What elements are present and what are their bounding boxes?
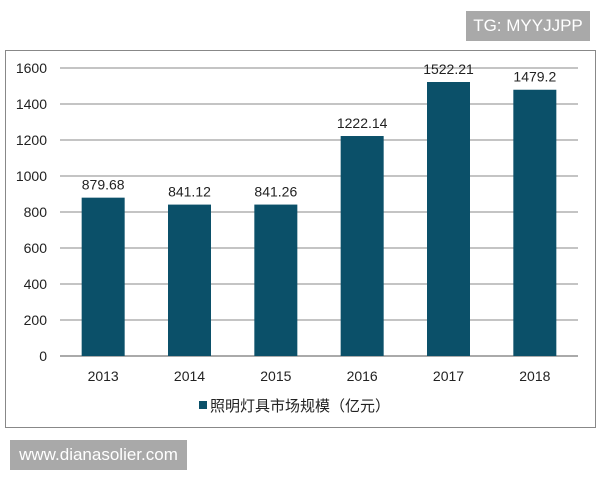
y-tick-label: 600 xyxy=(24,240,48,256)
legend-swatch xyxy=(199,401,207,409)
y-tick-label: 1600 xyxy=(16,60,47,76)
watermark-bottom: www.dianasolier.com xyxy=(10,440,187,470)
x-tick-label: 2017 xyxy=(433,368,464,384)
y-tick-label: 800 xyxy=(24,204,48,220)
bar xyxy=(168,204,211,356)
x-tick-label: 2013 xyxy=(88,368,119,384)
data-label: 841.12 xyxy=(168,184,211,200)
bar xyxy=(81,197,125,356)
x-tick-label: 2016 xyxy=(347,368,378,384)
bar xyxy=(513,89,557,356)
y-tick-label: 1200 xyxy=(16,132,47,148)
y-tick-label: 400 xyxy=(24,276,48,292)
data-label: 1479.2 xyxy=(513,69,556,85)
data-label: 1222.14 xyxy=(337,115,388,131)
y-tick-label: 200 xyxy=(24,312,48,328)
x-tick-label: 2018 xyxy=(519,368,550,384)
y-tick-label: 0 xyxy=(39,348,47,364)
bar xyxy=(254,204,298,356)
data-label: 879.68 xyxy=(82,177,125,193)
watermark-top: TG: MYYJJPP xyxy=(466,11,590,41)
x-tick-label: 2015 xyxy=(260,368,291,384)
legend-label: 照明灯具市场规模（亿元） xyxy=(210,398,390,415)
data-label: 841.26 xyxy=(254,184,297,200)
chart-frame xyxy=(5,50,596,428)
data-label: 1522.21 xyxy=(423,61,474,77)
bar xyxy=(427,82,470,356)
y-tick-label: 1000 xyxy=(16,168,47,184)
x-tick-label: 2014 xyxy=(174,368,205,384)
y-tick-label: 1400 xyxy=(16,96,47,112)
bar xyxy=(340,136,384,356)
